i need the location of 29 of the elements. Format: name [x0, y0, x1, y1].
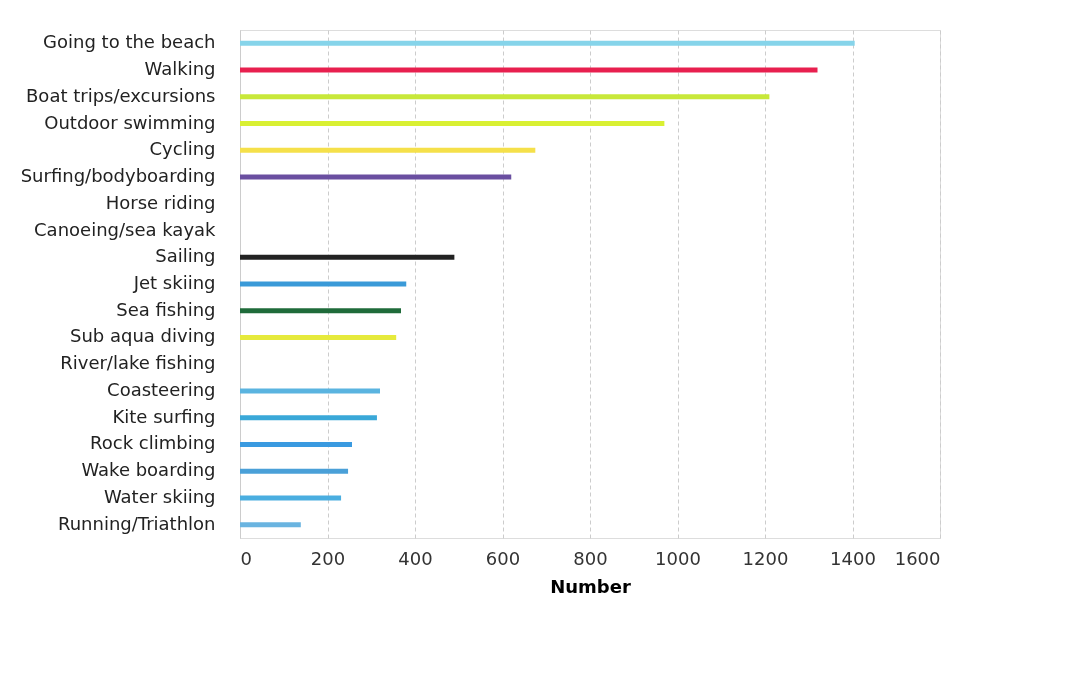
y-tick-label: Sea fishing	[116, 298, 216, 320]
y-tick-label: Outdoor swimming	[44, 111, 216, 133]
y-tick-label: Surfing/bodyboarding	[20, 165, 216, 187]
y-tick-label: Sailing	[155, 245, 216, 267]
y-tick-label: Jet skiing	[132, 272, 216, 293]
x-tick-label: 600	[485, 547, 521, 569]
x-tick-label: 1200	[742, 547, 789, 569]
y-tick-label: Going to the beach	[43, 31, 216, 53]
x-tick-label: 1000	[655, 547, 701, 569]
x-tick-label: 800	[573, 547, 608, 569]
y-tick-label: Cycling	[149, 138, 216, 160]
x-axis-title: Number	[550, 575, 631, 597]
y-tick-label: Sub aqua diving	[69, 325, 216, 347]
y-tick-label: Water skiing	[103, 485, 216, 507]
y-tick-label: Coasteering	[107, 378, 216, 400]
y-tick-label: River/lake fishing	[60, 352, 216, 374]
x-tick-label: 1400	[830, 547, 876, 569]
x-tick-label: 1600	[894, 547, 941, 569]
x-tick-label: 0	[240, 547, 252, 569]
y-tick-label: Wake boarding	[81, 459, 216, 481]
y-tick-label: Kite surfing	[112, 405, 216, 427]
y-tick-label: Running/Triathlon	[58, 512, 216, 534]
y-tick-label: Rock climbing	[90, 432, 216, 454]
x-tick-label: 400	[398, 547, 433, 569]
y-tick-label: Horse riding	[105, 191, 216, 213]
x-tick-label: 200	[310, 547, 346, 569]
y-tick-label: Canoeing/sea kayak	[34, 218, 217, 240]
y-tick-label: Walking	[144, 58, 216, 80]
y-tick-label: Boat trips/excursions	[26, 84, 216, 106]
